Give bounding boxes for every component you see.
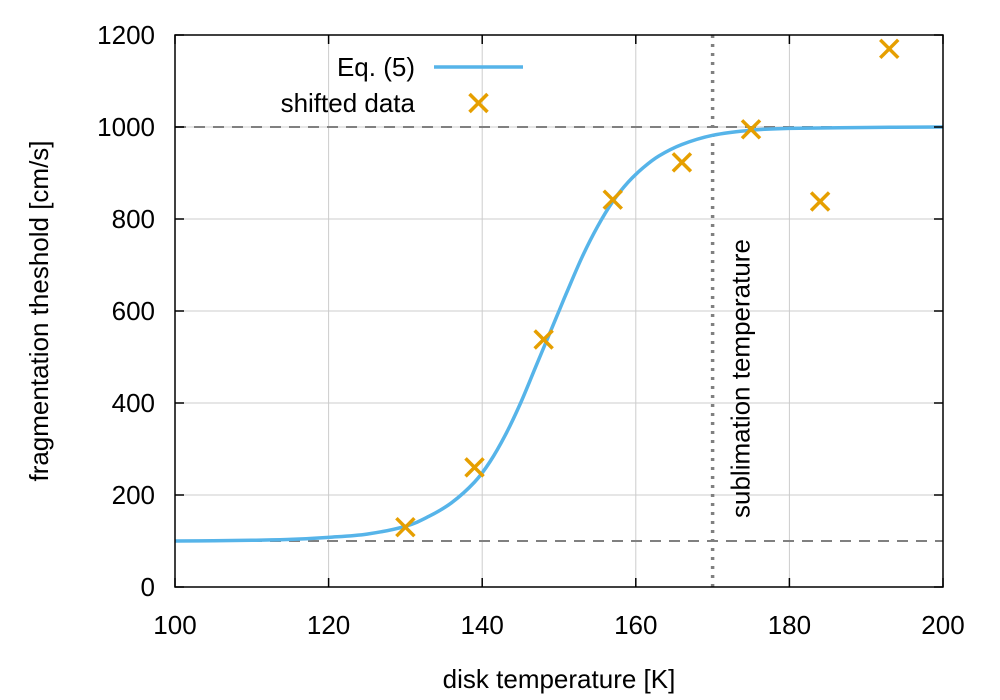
legend: Eq. (5) shifted data — [281, 52, 523, 118]
legend-sample-marker — [468, 92, 489, 114]
marker-stroke — [464, 457, 485, 478]
data-point — [740, 119, 762, 140]
y-axis-label: fragmentation theshold [cm/s] — [24, 140, 54, 481]
y-tick-label: 0 — [141, 572, 155, 602]
data-point — [671, 152, 693, 173]
reference-lines: sublimation temperature — [175, 35, 943, 587]
series-line-eq5 — [174, 125, 944, 543]
sublimation-temperature-label: sublimation temperature — [726, 239, 756, 518]
y-tick-label: 400 — [112, 388, 155, 418]
y-tick-label: 200 — [112, 480, 155, 510]
marker-stroke — [879, 38, 900, 60]
data-point — [879, 38, 900, 60]
data-point — [602, 189, 623, 210]
x-tick-label: 180 — [768, 610, 811, 640]
x-tick-label: 120 — [307, 610, 350, 640]
data-point — [809, 191, 831, 212]
y-tick-label: 1200 — [97, 20, 155, 50]
marker-stroke — [740, 119, 762, 140]
legend-label: Eq. (5) — [337, 52, 415, 82]
marker-stroke — [809, 191, 831, 212]
x-tick-label: 100 — [153, 610, 196, 640]
data-point — [464, 457, 485, 478]
data-point — [395, 516, 416, 538]
x-tick-label: 140 — [461, 610, 504, 640]
x-axis-label: disk temperature [K] — [443, 664, 676, 694]
marker-stroke — [602, 189, 623, 210]
x-tick-label: 200 — [921, 610, 964, 640]
ticks: 100 120 140 160 180 200 0 200 400 600 800 1000 1200 — [97, 20, 965, 640]
marker-stroke — [395, 516, 416, 538]
y-tick-label: 1000 — [97, 112, 155, 142]
x-tick-label: 160 — [614, 610, 657, 640]
y-tick-label: 600 — [112, 296, 155, 326]
data-point — [533, 329, 554, 350]
legend-label: shifted data — [281, 88, 416, 118]
marker-stroke — [671, 152, 693, 173]
series — [174, 38, 944, 543]
marker-stroke — [468, 92, 489, 114]
y-tick-label: 800 — [112, 204, 155, 234]
marker-stroke — [533, 329, 554, 350]
